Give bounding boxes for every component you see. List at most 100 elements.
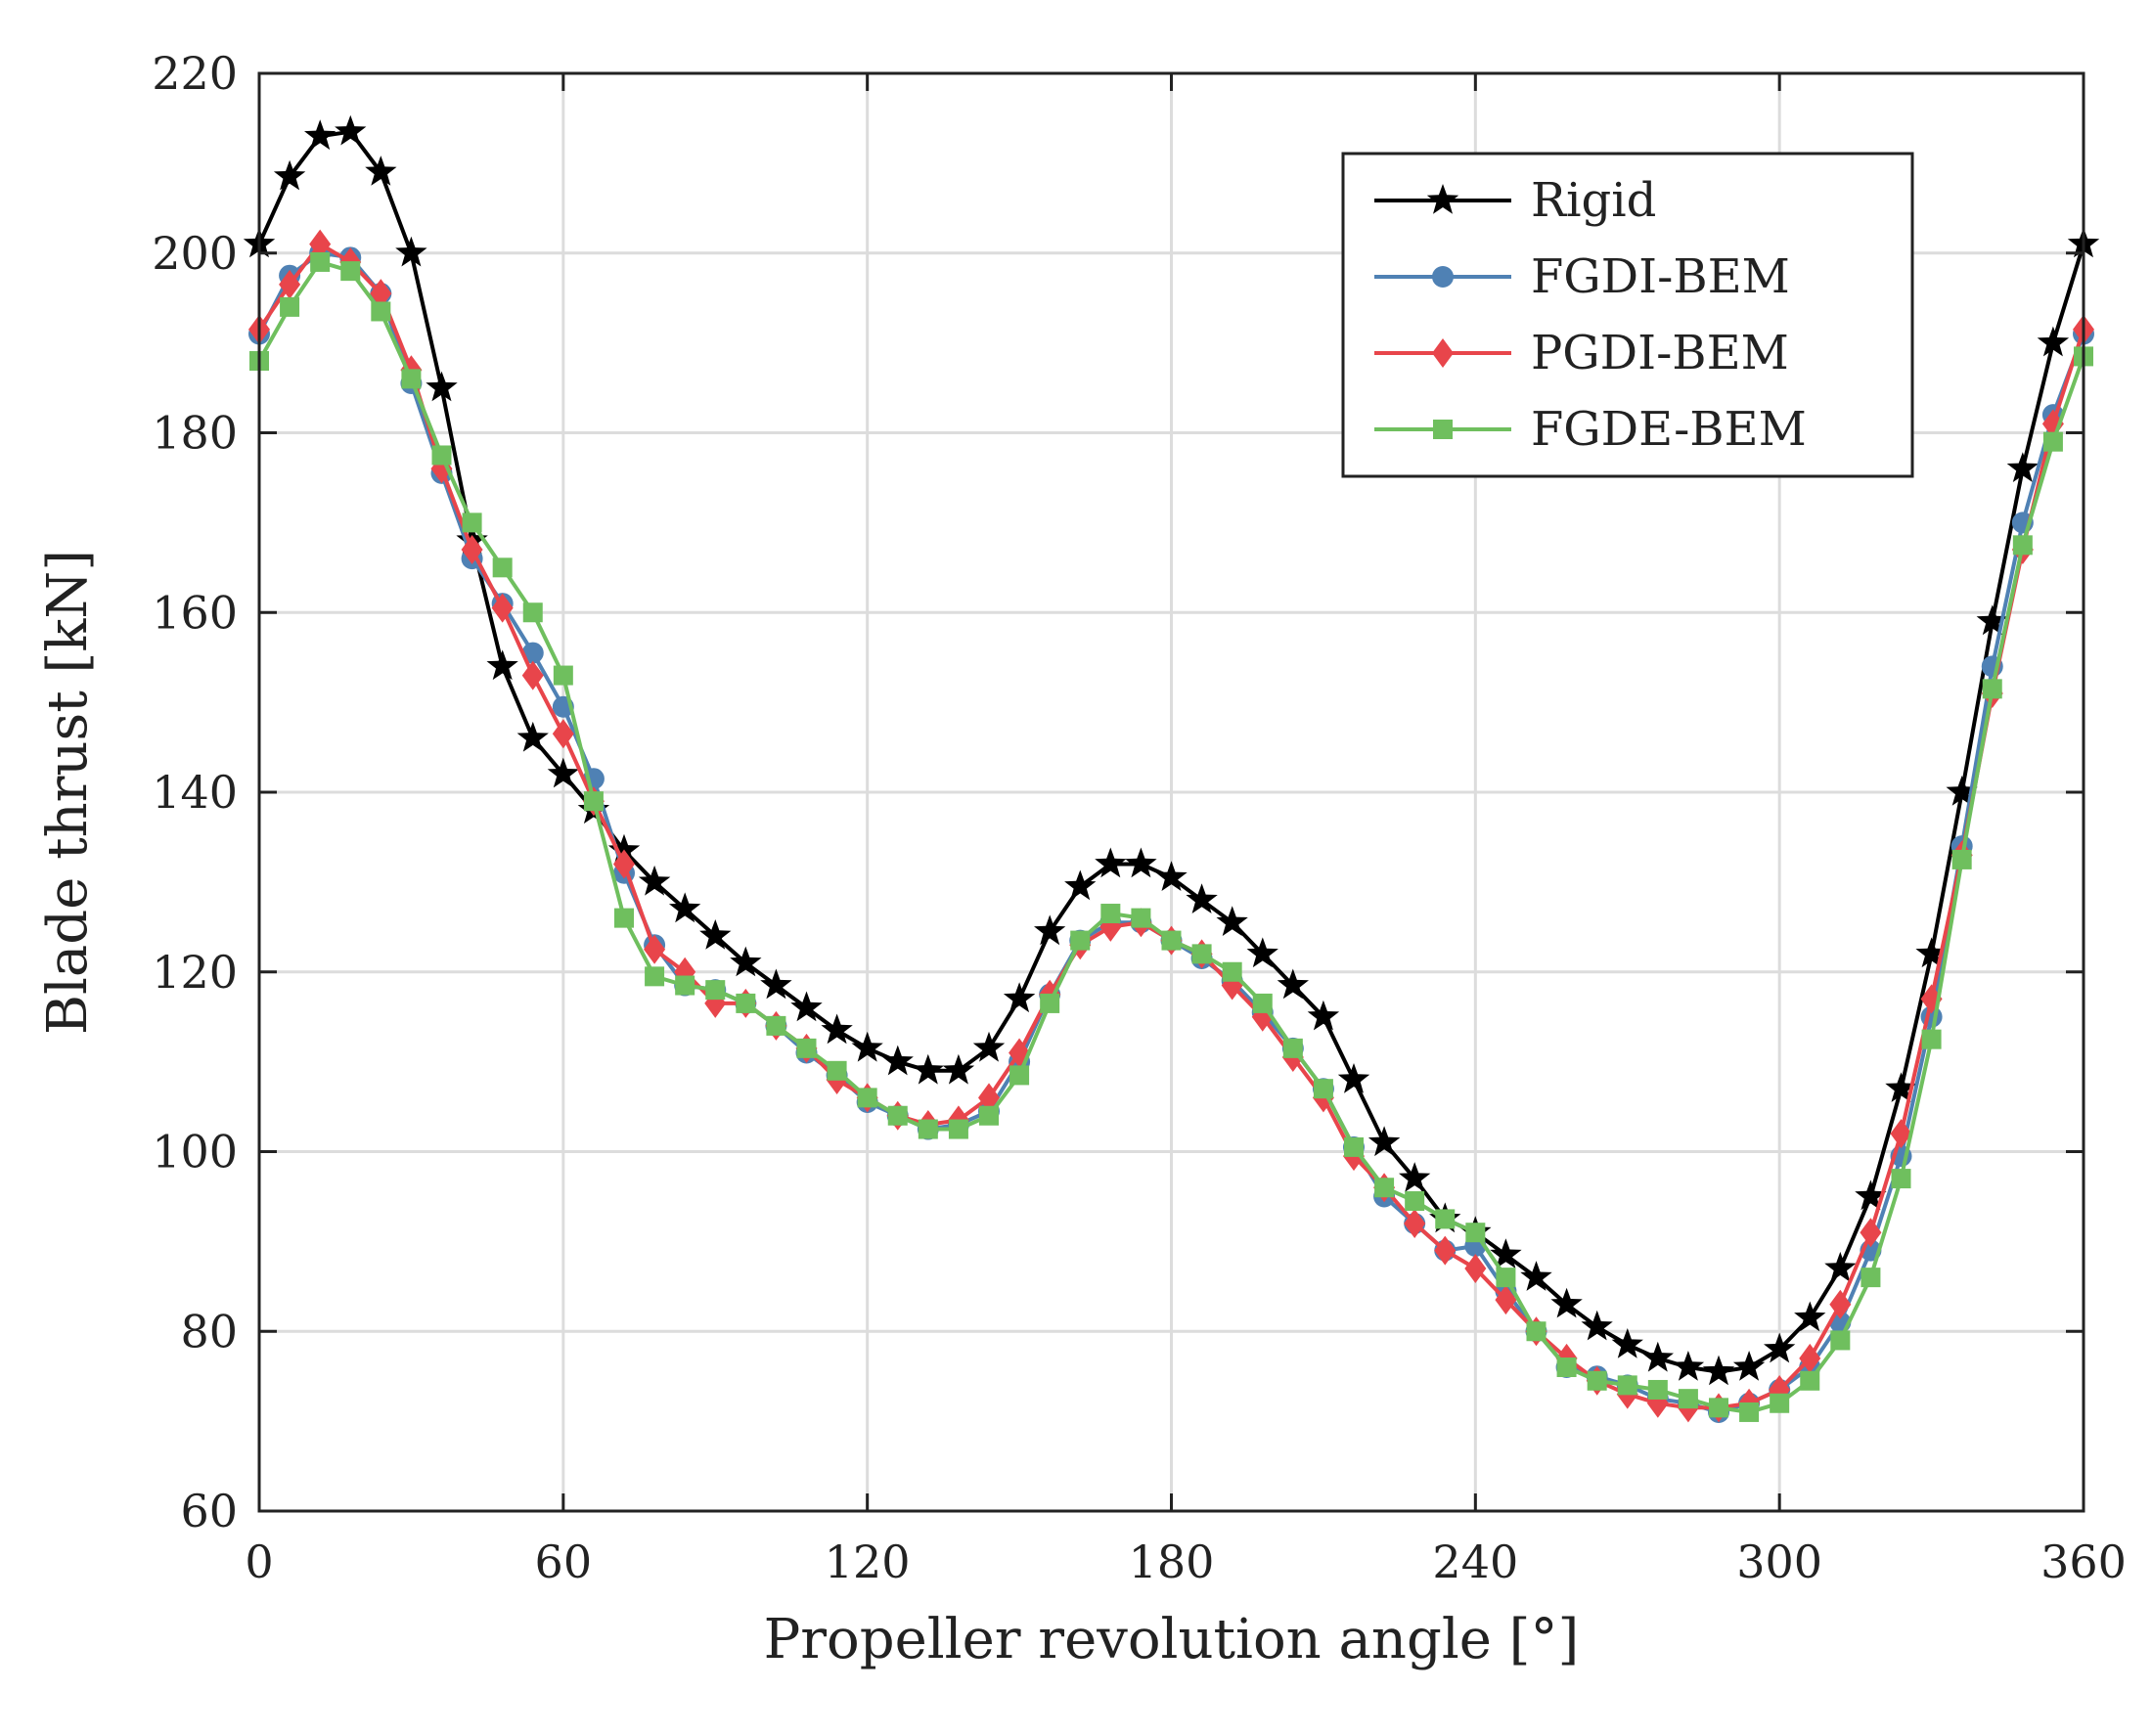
series-fgde-bem bbox=[249, 251, 2093, 1422]
data-point bbox=[522, 602, 543, 623]
data-point bbox=[401, 369, 422, 389]
legend-label: Rigid bbox=[1531, 173, 1656, 228]
data-point bbox=[395, 236, 427, 267]
legend-label: FGDE-BEM bbox=[1531, 402, 1807, 457]
data-point bbox=[1770, 1393, 1790, 1413]
data-point bbox=[1976, 604, 2008, 636]
data-point bbox=[881, 1045, 914, 1076]
data-point bbox=[948, 1119, 968, 1139]
data-point bbox=[1374, 1178, 1395, 1198]
data-point bbox=[1495, 1285, 1517, 1315]
x-tick-label: 360 bbox=[2040, 1536, 2127, 1588]
data-point bbox=[426, 371, 458, 402]
data-point bbox=[1739, 1402, 1760, 1422]
data-point bbox=[644, 934, 666, 964]
data-point bbox=[279, 269, 301, 299]
legend-label: FGDI-BEM bbox=[1531, 249, 1790, 304]
data-point bbox=[1885, 1072, 1917, 1102]
data-point bbox=[1191, 944, 1212, 964]
data-point bbox=[614, 908, 634, 928]
data-point bbox=[857, 1088, 877, 1108]
data-point bbox=[1647, 1379, 1668, 1400]
y-tick-label: 140 bbox=[152, 766, 238, 819]
series-layer bbox=[243, 114, 2100, 1423]
data-point bbox=[1252, 993, 1273, 1013]
data-point bbox=[486, 649, 518, 681]
y-tick-label: 180 bbox=[152, 407, 238, 460]
data-point bbox=[1921, 1029, 1942, 1049]
data-point bbox=[1830, 1330, 1851, 1351]
data-point bbox=[1709, 1398, 1728, 1418]
data-point bbox=[2042, 431, 2063, 452]
data-point bbox=[766, 1015, 786, 1036]
legend-marker bbox=[1432, 338, 1454, 368]
x-tick-label: 300 bbox=[1736, 1536, 1822, 1588]
legend-label: PGDI-BEM bbox=[1531, 326, 1789, 380]
data-point bbox=[431, 445, 452, 466]
y-axis-label: Blade thrust [kN] bbox=[36, 550, 100, 1035]
legend-marker bbox=[1433, 420, 1453, 439]
data-point bbox=[547, 757, 579, 788]
data-point bbox=[1702, 1355, 1735, 1386]
data-point bbox=[280, 296, 300, 317]
legend-item: FGDI-BEM bbox=[1374, 249, 1790, 304]
data-point bbox=[1611, 1328, 1643, 1358]
data-point bbox=[1556, 1358, 1577, 1377]
y-tick-label: 60 bbox=[180, 1485, 238, 1537]
data-point bbox=[675, 975, 695, 996]
data-point bbox=[1464, 1253, 1487, 1283]
data-point bbox=[1855, 1180, 1887, 1211]
data-point bbox=[705, 980, 726, 1001]
data-point bbox=[1581, 1310, 1613, 1341]
data-point bbox=[1799, 1343, 1821, 1373]
data-point bbox=[887, 1105, 908, 1126]
data-point bbox=[371, 301, 391, 322]
data-point bbox=[1890, 1119, 1912, 1149]
data-point bbox=[521, 642, 544, 664]
x-axis-label: Propeller revolution angle [°] bbox=[764, 1608, 1580, 1671]
data-point bbox=[669, 892, 701, 923]
data-point bbox=[2006, 452, 2039, 482]
data-point bbox=[1435, 1209, 1456, 1229]
data-point bbox=[613, 849, 635, 879]
data-point bbox=[1434, 1235, 1457, 1266]
legend-item: Rigid bbox=[1374, 173, 1656, 228]
x-tick-label: 0 bbox=[245, 1536, 273, 1588]
x-tick-label: 180 bbox=[1129, 1536, 1215, 1588]
data-point bbox=[304, 119, 336, 151]
data-point bbox=[1550, 1287, 1583, 1318]
data-point bbox=[912, 1053, 944, 1085]
data-point bbox=[309, 229, 332, 259]
data-point bbox=[1003, 982, 1036, 1013]
data-point bbox=[1829, 1289, 1852, 1319]
y-tick-label: 100 bbox=[152, 1126, 238, 1179]
legend-item: PGDI-BEM bbox=[1374, 326, 1789, 380]
data-point bbox=[583, 791, 604, 812]
data-point bbox=[335, 114, 367, 146]
data-point bbox=[340, 261, 361, 282]
data-point bbox=[645, 966, 665, 987]
data-point bbox=[1641, 1341, 1674, 1372]
data-point bbox=[516, 721, 549, 752]
data-point bbox=[851, 1031, 883, 1062]
data-point bbox=[1824, 1251, 1857, 1282]
data-point bbox=[1678, 1389, 1698, 1409]
data-point bbox=[1891, 1169, 1911, 1189]
data-point bbox=[1465, 1223, 1486, 1243]
data-point bbox=[492, 557, 513, 578]
data-point bbox=[638, 865, 671, 896]
data-point bbox=[370, 279, 392, 309]
data-point bbox=[1161, 930, 1182, 951]
data-point bbox=[1222, 961, 1242, 982]
data-point bbox=[1794, 1301, 1826, 1332]
data-point bbox=[942, 1053, 975, 1085]
data-point bbox=[1399, 1162, 1431, 1192]
data-point bbox=[1307, 1000, 1340, 1031]
data-point bbox=[1040, 993, 1060, 1013]
x-tick-label: 60 bbox=[535, 1536, 593, 1588]
data-point bbox=[1861, 1268, 1881, 1288]
data-point bbox=[1520, 1261, 1552, 1291]
data-point bbox=[978, 1083, 1000, 1113]
data-point bbox=[365, 156, 397, 186]
